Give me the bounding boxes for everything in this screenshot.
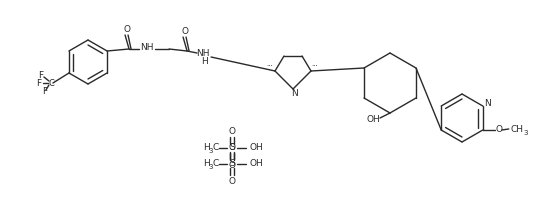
Text: O: O	[228, 177, 236, 186]
Text: OH: OH	[366, 115, 380, 124]
Text: S: S	[229, 144, 235, 153]
Text: 3: 3	[524, 130, 528, 136]
Text: H: H	[203, 144, 209, 153]
Text: 3: 3	[209, 148, 213, 154]
Text: CH: CH	[510, 125, 523, 134]
Text: C: C	[213, 144, 219, 153]
Text: C: C	[48, 79, 54, 88]
Text: NH: NH	[141, 43, 154, 52]
Text: F: F	[36, 79, 42, 88]
Text: O: O	[495, 125, 502, 134]
Text: O: O	[228, 127, 236, 135]
Text: ···: ···	[267, 63, 273, 69]
Text: OH: OH	[249, 160, 263, 168]
Text: O: O	[228, 161, 236, 170]
Text: O: O	[182, 27, 188, 36]
Text: C: C	[213, 160, 219, 168]
Text: ···: ···	[312, 63, 318, 69]
Text: S: S	[229, 160, 235, 168]
Text: H: H	[203, 160, 209, 168]
Text: N: N	[484, 99, 491, 108]
Text: H: H	[201, 56, 208, 66]
Text: OH: OH	[249, 144, 263, 153]
Text: F: F	[42, 88, 48, 96]
Text: O: O	[124, 26, 131, 35]
Text: 3: 3	[209, 164, 213, 170]
Text: O: O	[228, 142, 236, 151]
Text: F: F	[38, 72, 43, 81]
Text: N: N	[290, 89, 298, 98]
Text: NH: NH	[197, 49, 210, 59]
